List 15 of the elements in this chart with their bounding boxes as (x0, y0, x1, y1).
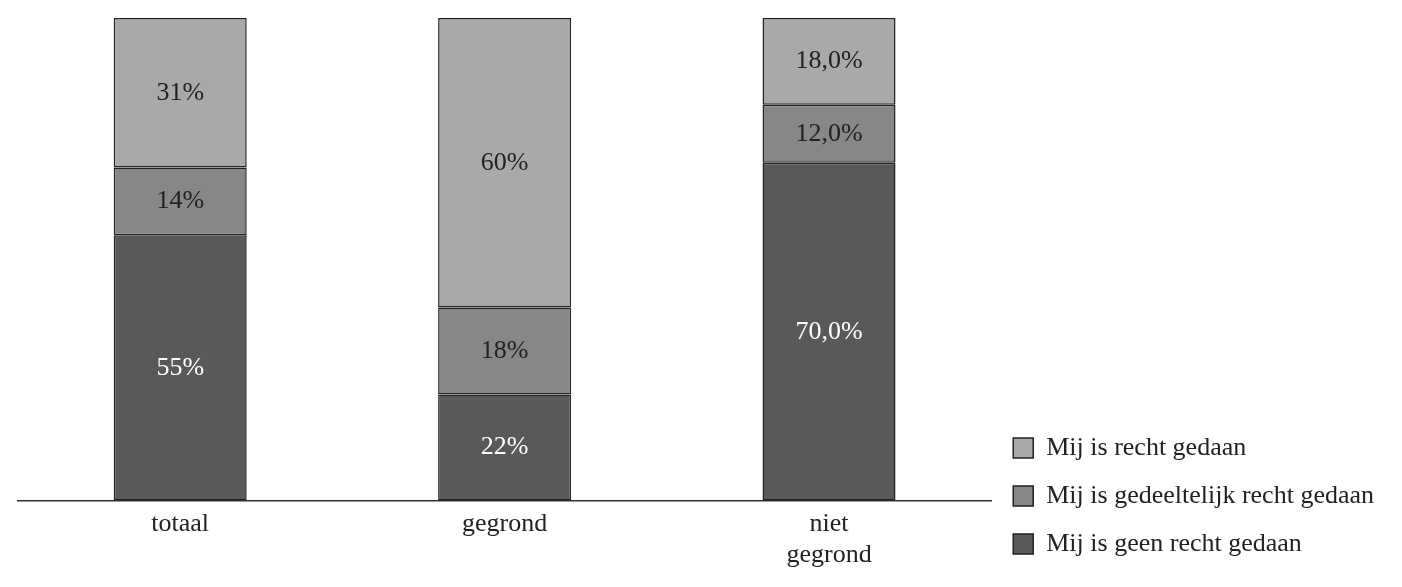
data-label: 31% (156, 76, 205, 106)
data-label: 14% (156, 185, 205, 215)
x-tick-label: gegrond (462, 508, 548, 538)
data-label: 22% (480, 431, 529, 461)
legend-label: Mij is gedeeltelijk recht gedaan (1046, 479, 1375, 509)
data-label: 18,0% (795, 45, 863, 75)
data-label: 55% (156, 351, 205, 381)
data-label: 18% (480, 334, 529, 364)
x-tick-label: niet gegrond (786, 508, 872, 569)
data-label: 12,0% (795, 117, 863, 147)
legend-label: Mij is recht gedaan (1046, 431, 1247, 461)
data-label: 70,0% (795, 315, 863, 345)
legend-label: Mij is geen recht gedaan (1046, 527, 1302, 557)
data-label: 60% (480, 146, 529, 176)
x-tick-label: totaal (151, 508, 210, 538)
